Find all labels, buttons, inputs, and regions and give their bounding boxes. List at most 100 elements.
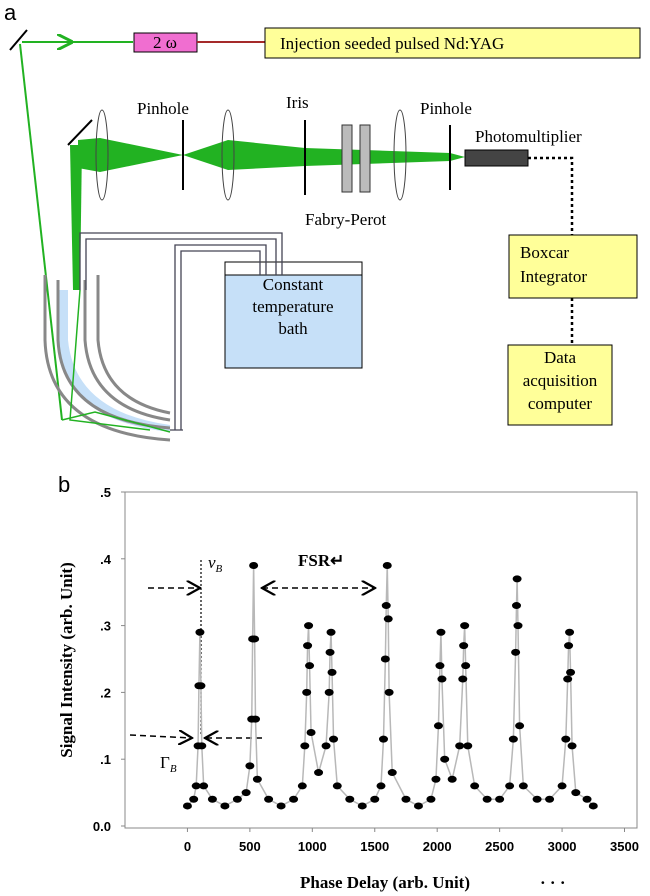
bath-water <box>224 274 363 369</box>
label: temperature <box>252 297 333 316</box>
computer-box <box>507 344 613 426</box>
beam <box>19 43 63 421</box>
data-point <box>191 782 201 790</box>
y-axis-label: Signal Intensity (arb. Unit) <box>57 562 76 758</box>
mirror <box>9 29 28 51</box>
data-point <box>382 561 392 569</box>
data-point <box>513 622 523 630</box>
data-point <box>182 802 192 810</box>
data-point <box>289 795 299 803</box>
data-point <box>324 688 334 696</box>
data-point <box>329 735 339 743</box>
data-point <box>264 795 274 803</box>
data-point <box>326 628 336 636</box>
panel-label: b <box>58 472 70 497</box>
data-point <box>505 782 515 790</box>
data-point <box>378 735 388 743</box>
mirror <box>67 119 93 146</box>
beam <box>70 145 82 290</box>
data-point <box>564 642 574 650</box>
data-point <box>413 802 423 810</box>
x-tick-label: 2500 <box>485 839 514 854</box>
data-point <box>440 755 450 763</box>
annotation: ΓB <box>160 753 177 775</box>
data-point <box>460 622 470 630</box>
data-point <box>321 742 331 750</box>
lens <box>95 109 109 201</box>
data-point <box>207 795 217 803</box>
panel-a: a 2 ω Injection seeded pulsed Nd:YAG Pin… <box>4 0 641 442</box>
cell-fluid <box>58 290 170 432</box>
photomultiplier <box>464 149 529 167</box>
signal-line <box>528 156 574 345</box>
data-point <box>302 688 312 696</box>
data-point <box>370 795 380 803</box>
label: acquisition <box>523 371 598 390</box>
boxcar-box <box>508 234 638 299</box>
data-point <box>561 735 571 743</box>
etalon <box>341 124 353 193</box>
data-point <box>297 782 307 790</box>
x-tick-label: 1500 <box>360 839 389 854</box>
data-point <box>241 789 251 797</box>
data-point <box>557 782 567 790</box>
data-point <box>515 722 525 730</box>
data-point <box>508 735 518 743</box>
label: Pinhole <box>137 99 189 118</box>
data-point <box>566 668 576 676</box>
data-point <box>300 742 310 750</box>
data-point <box>482 795 492 803</box>
y-tick-label: 0.0 <box>93 819 111 834</box>
data-point <box>431 775 441 783</box>
data-point <box>245 762 255 770</box>
label: computer <box>528 394 593 413</box>
data-point <box>252 775 262 783</box>
data-point <box>276 802 286 810</box>
data-point <box>303 642 313 650</box>
label: bath <box>278 319 308 338</box>
data-point <box>197 742 207 750</box>
cell-wall <box>43 275 171 442</box>
data-point <box>384 688 394 696</box>
data-point <box>325 648 335 656</box>
data-point <box>306 728 316 736</box>
annotation: FSR↵ <box>298 551 344 570</box>
data-point <box>582 795 592 803</box>
data-point <box>345 795 355 803</box>
beam <box>78 138 465 172</box>
label: Iris <box>286 93 309 112</box>
beam <box>61 289 171 433</box>
data-point <box>433 722 443 730</box>
data-point <box>426 795 436 803</box>
data-point <box>567 742 577 750</box>
data-point <box>332 782 342 790</box>
x-tick-label: 3000 <box>548 839 577 854</box>
data-point <box>304 622 314 630</box>
data-point <box>380 655 390 663</box>
data-point <box>250 635 260 643</box>
data-point <box>565 628 575 636</box>
label: Integrator <box>520 267 587 286</box>
data-point <box>381 602 391 610</box>
y-tick-label: .3 <box>100 619 111 634</box>
doubler-label: 2 ω <box>153 33 177 52</box>
y-tick-label: .1 <box>100 752 111 767</box>
data-point <box>470 782 480 790</box>
plot-frame <box>124 491 638 829</box>
data-point <box>518 782 528 790</box>
data-point <box>376 782 386 790</box>
data-point <box>455 742 465 750</box>
data-point <box>512 575 522 583</box>
data-point <box>249 561 259 569</box>
data-point <box>511 602 521 610</box>
x-tick-label: 3500 <box>610 839 639 854</box>
data-point <box>314 769 324 777</box>
data-point <box>435 662 445 670</box>
y-tick-label: .4 <box>100 552 112 567</box>
x-axis-label: Phase Delay (arb. Unit) <box>300 873 470 892</box>
lens <box>221 109 235 201</box>
data-point <box>458 675 468 683</box>
data-point <box>232 795 242 803</box>
data-point <box>220 802 230 810</box>
